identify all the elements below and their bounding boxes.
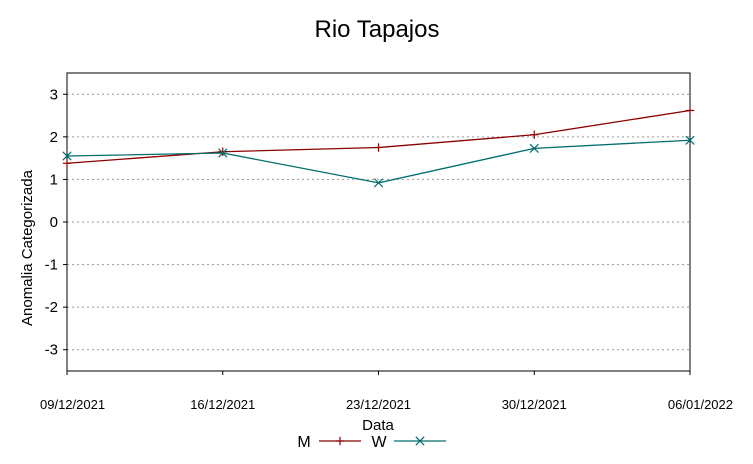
- y-tick-label: 2: [50, 129, 58, 146]
- legend-marker-w-diagonal-b: [415, 436, 425, 446]
- y-tick-label: -2: [45, 299, 58, 316]
- data-point-w-5: [685, 135, 695, 145]
- legend-item-w: W: [371, 434, 446, 451]
- data-point-m-3: [374, 143, 383, 152]
- axis-ticks: -3 -2 -1 0 1 2 3 09/12/2021 16/12/2021 23/12/2021…: [40, 86, 733, 412]
- y-tick-label: 1: [50, 171, 58, 188]
- data-point-w-4-diagonal-b: [529, 143, 539, 153]
- data-point-w-5-diagonal-b: [685, 135, 695, 145]
- series-w: [62, 135, 695, 188]
- x-tick-label: 23/12/2021: [346, 397, 411, 412]
- legend-label-w: W: [371, 434, 387, 451]
- series-m: [62, 106, 695, 168]
- series-layer: [62, 106, 695, 188]
- data-point-w-3-diagonal-b: [373, 178, 384, 188]
- data-point-w-1-diagonal-b: [62, 151, 72, 161]
- data-point-w-2-diagonal-b: [218, 148, 228, 158]
- y-tick-label: -1: [45, 257, 58, 274]
- legend-item-m: M: [297, 434, 361, 451]
- y-tick-label: 3: [50, 86, 58, 103]
- data-point-w-4: [529, 143, 539, 153]
- data-point-w-2: [218, 148, 228, 158]
- x-tick-label: 09/12/2021: [40, 397, 105, 412]
- x-tick-label: 16/12/2021: [190, 397, 255, 412]
- data-point-m-5: [685, 106, 695, 115]
- data-point-m-2: [218, 147, 227, 156]
- grid: [67, 93, 690, 351]
- chart-title: Rio Tapajos: [315, 16, 440, 43]
- x-tick-label: 30/12/2021: [502, 397, 567, 412]
- data-point-m-4: [530, 130, 539, 139]
- y-axis-label: Anomalia Categorizada: [19, 169, 36, 326]
- legend-marker-m: [335, 436, 345, 446]
- x-tick-label: 06/01/2022: [668, 397, 733, 412]
- x-axis-label: Data: [362, 417, 394, 434]
- data-point-w-1: [62, 151, 72, 161]
- y-tick-label: -3: [45, 342, 58, 359]
- data-point-m-1: [62, 159, 72, 168]
- legend-label-m: M: [297, 434, 310, 451]
- y-tick-label: 0: [50, 214, 58, 231]
- legend-marker-w: [415, 436, 425, 446]
- data-point-w-3: [373, 178, 384, 188]
